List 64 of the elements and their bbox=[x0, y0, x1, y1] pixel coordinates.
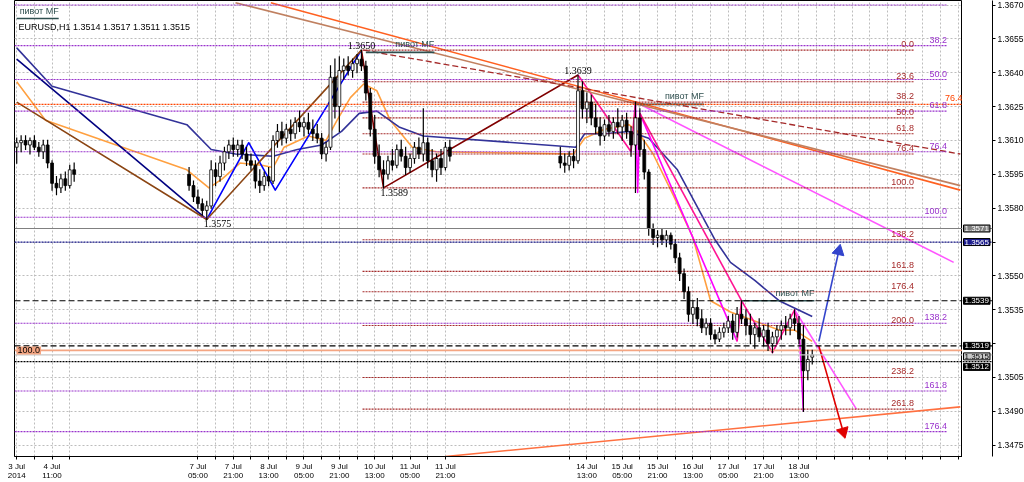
series-label: 161.8 bbox=[924, 380, 948, 391]
series-label: 0.0 bbox=[901, 39, 914, 50]
y-tick-label: 1.3655 bbox=[997, 33, 1024, 44]
y-tick-label: 1.3625 bbox=[997, 101, 1024, 112]
series-label: 38.2 bbox=[896, 91, 914, 102]
x-tick-label: 7 Jul 05:00 bbox=[187, 461, 209, 480]
y-tick-label: 1.3475 bbox=[997, 440, 1024, 451]
x-tick-label: 10 Jul 13:00 bbox=[364, 461, 386, 480]
ref-line-label: 1.3539 bbox=[964, 296, 990, 306]
series-label: пивот MF bbox=[664, 91, 705, 102]
x-tick-label: 18 Jul 13:00 bbox=[788, 461, 810, 480]
series-label: 100.0 bbox=[17, 345, 41, 356]
x-tick-label: 15 Jul 05:00 bbox=[611, 461, 634, 480]
x-tick-label: 11 Jul 21:00 bbox=[435, 461, 457, 480]
text: EURUSD,H1 1.3514 1.3517 1.3511 1.3515 bbox=[18, 21, 190, 32]
y-tick-label: 1.3490 bbox=[997, 406, 1024, 417]
series-label: 238.2 bbox=[891, 366, 914, 377]
x-tick-label: 9 Jul 21:00 bbox=[329, 461, 350, 480]
series-label: 176.4 bbox=[891, 280, 914, 291]
series-label: 23.6 bbox=[896, 70, 914, 81]
x-tick-label: 4 Jul 11:00 bbox=[42, 461, 63, 480]
series-label: 76.4 bbox=[929, 140, 948, 151]
series-label: 100.0 bbox=[924, 206, 948, 217]
annotation: 1.3575 bbox=[203, 218, 232, 230]
x-tick-label: 8 Jul 13:00 bbox=[258, 461, 280, 480]
x-tick-label: 9 Jul 05:00 bbox=[293, 461, 315, 480]
series-label: 176.4 bbox=[924, 420, 948, 431]
x-tick-label: 3 Jul 2014 bbox=[7, 461, 27, 480]
series-label: 76.4 bbox=[896, 143, 914, 153]
annotation: 1.3650 bbox=[347, 40, 376, 52]
series-label: 38.2 bbox=[929, 34, 948, 45]
x-tick-label: 17 Jul 21:00 bbox=[752, 461, 775, 480]
annotation: 1.3589 bbox=[380, 186, 409, 198]
x-tick-label: 11 Jul 05:00 bbox=[399, 461, 421, 480]
series-label: 100.0 bbox=[891, 176, 914, 187]
x-tick-label: 14 Jul 13:00 bbox=[576, 461, 598, 480]
series-label: пивот MF bbox=[775, 287, 815, 298]
x-tick-label: 15 Jul 21:00 bbox=[646, 461, 669, 480]
ref-line-label: 1.3512 bbox=[964, 362, 990, 372]
ref-line-label: 1.3519 bbox=[964, 341, 990, 351]
series-label: 50.0 bbox=[896, 106, 914, 117]
y-tick-label: 1.3580 bbox=[997, 203, 1024, 214]
ref-line-label: 1.3565 bbox=[964, 237, 990, 247]
series-label: 200.0 bbox=[891, 314, 914, 325]
y-tick-label: 1.3535 bbox=[997, 304, 1024, 315]
ref-line-label: 1.3571 bbox=[964, 224, 990, 233]
series-label: 61.8 bbox=[896, 122, 914, 133]
series-label: пивот MF bbox=[19, 5, 60, 16]
y-tick-label: 1.3550 bbox=[997, 270, 1024, 281]
x-tick-label: 16 Jul 13:00 bbox=[682, 461, 704, 480]
ref-line-label: 1.3515 bbox=[964, 351, 990, 361]
annotation: 1.3639 bbox=[564, 65, 592, 76]
y-tick-label: 1.3610 bbox=[997, 135, 1024, 146]
series-label: 50.0 bbox=[929, 68, 948, 79]
y-tick-label: 1.3670 bbox=[997, 0, 1024, 11]
series-label: 261.8 bbox=[891, 398, 914, 409]
y-tick-label: 1.3595 bbox=[997, 169, 1024, 180]
x-tick-label: 17 Jul 05:00 bbox=[717, 461, 740, 480]
series-label: 61.8 bbox=[929, 100, 948, 111]
series-label: 138.2 bbox=[924, 312, 948, 323]
y-tick-label: 1.3640 bbox=[997, 67, 1024, 78]
x-tick-label: 7 Jul 21:00 bbox=[223, 461, 244, 480]
series-label: 161.8 bbox=[891, 260, 914, 271]
y-tick-label: 1.3505 bbox=[997, 372, 1024, 383]
